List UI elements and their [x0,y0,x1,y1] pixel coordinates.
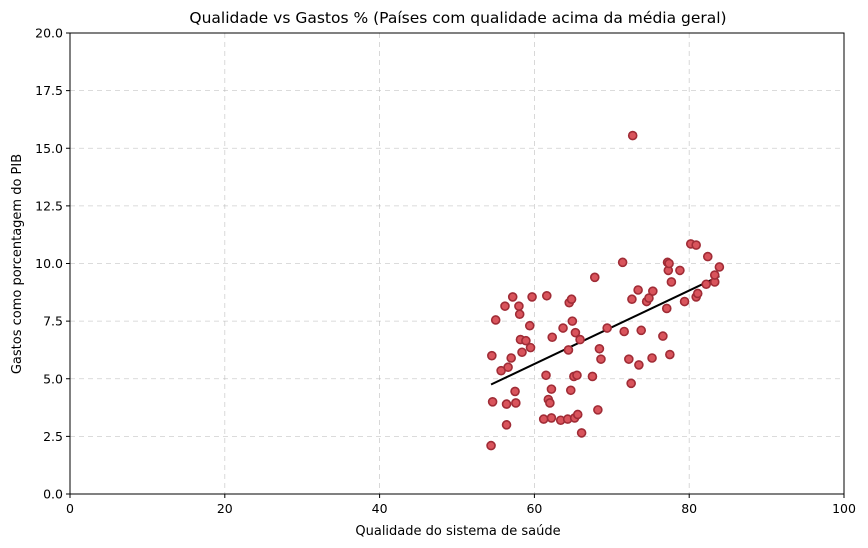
data-point [570,327,581,338]
y-tick-label: 12.5 [35,198,63,213]
x-tick-label: 100 [832,501,856,516]
data-point [596,354,606,364]
y-tick-label: 0.0 [43,487,63,502]
data-point [487,350,497,361]
y-tick-label: 5.0 [43,371,63,386]
data-point [486,440,496,451]
y-axis-label: Gastos como porcentagem do PIB [10,154,25,374]
data-point [658,331,668,341]
data-point [679,296,690,307]
data-point [619,326,629,337]
data-point [545,398,555,408]
data-point [634,360,644,370]
data-point [506,353,516,363]
data-point [572,409,583,420]
data-point [501,399,512,409]
y-tick-label: 10.0 [35,256,63,271]
data-point [558,323,568,333]
data-point [576,428,587,438]
data-point [714,262,725,272]
data-point [627,130,638,141]
data-point [575,334,585,345]
data-point [602,323,612,333]
data-point [587,371,598,382]
data-point [661,303,672,314]
data-point [665,349,675,360]
axis-ticks: 0 20 40 60 80 100 0.0 2.5 5.0 7.5 10.0 12.5 15.0 17.5… [35,26,856,517]
data-point [701,279,712,290]
data-point [511,398,521,408]
x-tick-label: 60 [526,501,542,516]
data-point [691,240,701,250]
data-point [525,342,536,353]
y-tick-label: 20.0 [35,26,63,41]
data-point [572,370,582,381]
x-tick-label: 80 [681,501,697,516]
data-point [503,362,513,373]
data-point [541,290,552,301]
x-tick-label: 40 [372,501,388,516]
data-point [626,378,636,389]
chart-title: Qualidade vs Gastos % (Países com qualid… [189,9,726,27]
data-point [527,292,537,302]
grid-lines [69,32,845,495]
x-tick-label: 0 [66,501,74,516]
data-point [500,301,510,311]
data-point [487,396,498,407]
y-tick-label: 7.5 [43,314,63,329]
y-tick-label: 15.0 [35,141,63,156]
data-point [666,277,677,287]
data-point [501,420,512,430]
data-point [514,309,525,320]
y-tick-label: 2.5 [43,429,63,444]
data-point [546,413,557,423]
data-point [510,386,520,397]
data-point [517,347,527,358]
data-point [702,251,713,262]
data-point [546,384,557,394]
data-point [593,405,603,415]
data-point [524,320,535,331]
data-point [565,385,576,396]
x-axis-label: Qualidade do sistema de saúde [355,524,560,539]
data-point [709,270,720,280]
data-point [589,272,600,283]
data-point [514,301,524,311]
data-point [675,265,685,276]
data-point [541,370,551,381]
data-point [692,288,703,299]
data-point [624,354,634,364]
data-points [486,130,725,451]
data-point [627,294,637,305]
data-point [636,325,647,336]
data-point [563,345,574,355]
data-point [617,257,628,268]
data-point [521,335,531,346]
data-point [644,293,654,303]
data-point [633,285,643,295]
data-point [648,286,658,296]
data-point [507,292,518,302]
x-tick-label: 20 [217,501,233,516]
data-point [594,343,605,354]
data-point [567,316,578,326]
data-point [547,332,558,343]
data-point [490,315,501,325]
data-point [566,294,577,305]
data-point [664,258,674,269]
y-tick-label: 17.5 [35,83,63,98]
data-point [538,414,549,424]
data-point [647,353,657,363]
